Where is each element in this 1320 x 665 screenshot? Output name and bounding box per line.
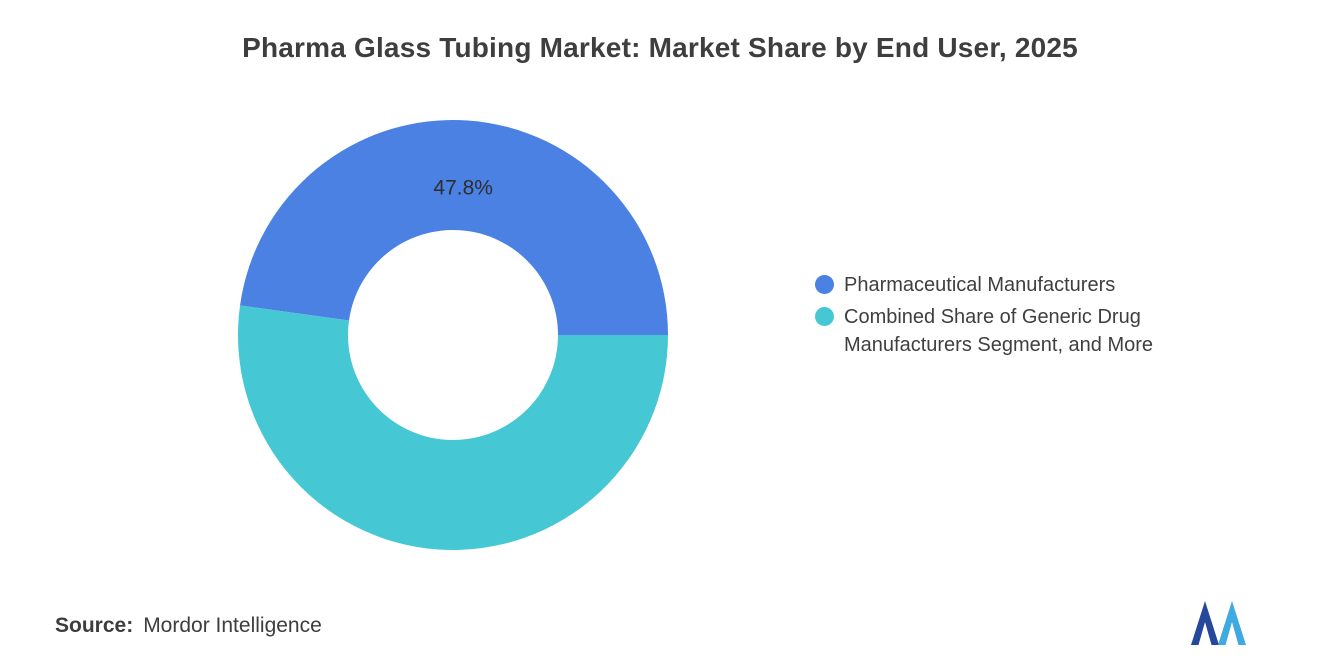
legend-swatch	[815, 275, 834, 294]
source-value: Mordor Intelligence	[143, 614, 322, 637]
legend-label: Pharmaceutical Manufacturers	[844, 274, 1116, 296]
donut-chart: 47.8%	[238, 119, 669, 550]
source-note: Source: Mordor Intelligence	[55, 614, 322, 638]
legend-item-2[interactable]: Combined Share of Generic Drug Manufactu…	[815, 303, 1194, 359]
donut-segment-1[interactable]	[240, 119, 669, 335]
legend-item-1[interactable]: Pharmaceutical Manufacturers	[815, 271, 1194, 299]
slice-data-label: 47.8%	[433, 176, 493, 199]
mordor-intelligence-logo	[1191, 601, 1246, 645]
legend: Pharmaceutical Manufacturers Combined Sha…	[815, 271, 1194, 359]
legend-swatch	[815, 307, 834, 326]
legend-label: Combined Share of Generic Drug Manufactu…	[844, 306, 1154, 356]
logo-left-chevron	[1191, 601, 1219, 645]
source-label: Source:	[55, 614, 134, 637]
donut-segment-2[interactable]	[238, 305, 668, 550]
logo-right-chevron	[1218, 601, 1246, 645]
chart-title: Pharma Glass Tubing Market: Market Share…	[242, 32, 1078, 63]
